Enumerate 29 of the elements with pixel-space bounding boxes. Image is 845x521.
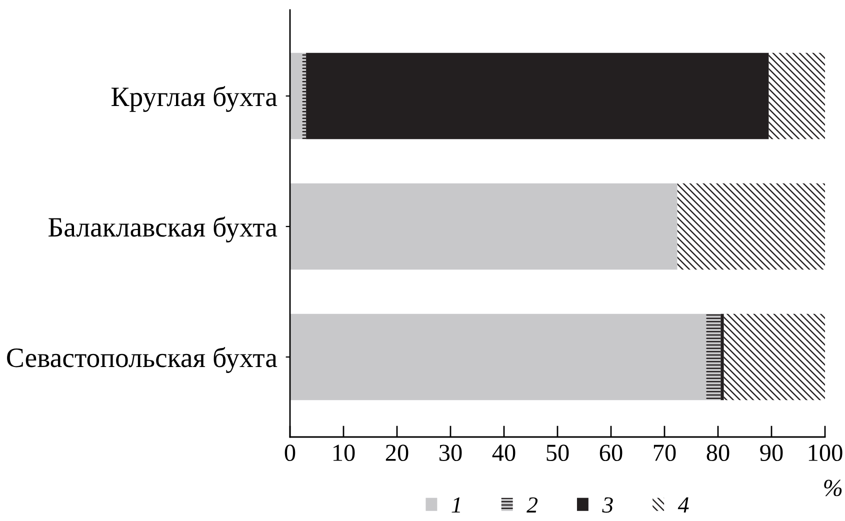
bar <box>290 183 678 270</box>
legend-label: 1 <box>452 497 460 513</box>
x-tick-label: 90 <box>760 444 783 462</box>
x-tick-label: 100 <box>808 444 842 462</box>
bar <box>677 183 825 270</box>
legend-label: 3 <box>602 497 613 513</box>
x-tick-label: 80 <box>706 444 730 462</box>
y-tick-label: Севастопольская бухта <box>7 347 278 373</box>
bar <box>290 314 706 400</box>
bar <box>306 52 769 140</box>
x-tick-label: 10 <box>333 444 355 462</box>
y-tick-label: Круглая бухта <box>111 86 278 112</box>
bar <box>290 52 302 140</box>
bar <box>768 52 825 140</box>
x-tick-label: 70 <box>654 444 676 462</box>
legend-label: 2 <box>526 497 538 513</box>
bar <box>706 314 721 400</box>
bar <box>302 52 306 140</box>
x-tick-label: 60 <box>600 444 622 462</box>
x-axis-title: % <box>824 480 842 496</box>
legend-label: 4 <box>678 497 689 513</box>
x-tick-label: 30 <box>440 444 462 462</box>
x-tick-label: 50 <box>546 444 569 462</box>
bar <box>724 314 825 400</box>
y-tick-label: Балаклавская бухта <box>48 216 278 242</box>
x-tick-label: 20 <box>386 444 408 462</box>
x-tick-label: 0 <box>284 444 296 462</box>
bar <box>720 314 724 400</box>
x-tick-label: 40 <box>492 444 516 462</box>
